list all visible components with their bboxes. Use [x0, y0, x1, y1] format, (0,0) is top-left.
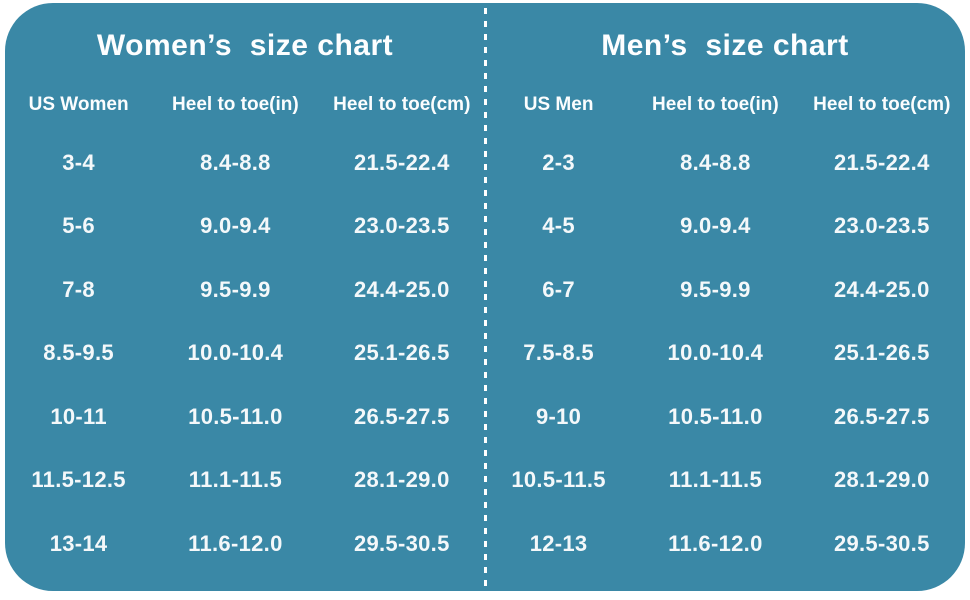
table-cell: 25.1-26.5 — [353, 340, 450, 366]
table-cell: 9.5-9.9 — [680, 276, 751, 302]
table-cell: 10.5-11.0 — [188, 403, 283, 429]
table-cell: 7.5-8.5 — [523, 340, 594, 366]
table-cell: 8.5-9.5 — [43, 340, 114, 366]
table-cell: 10.5-11.5 — [511, 467, 606, 493]
table-cell: 24.4-25.0 — [833, 276, 930, 302]
women-size-table: US Women Heel to toe(in) Heel to toe(cm) 3-… — [5, 79, 485, 576]
table-cell: 11.6-12.0 — [668, 530, 763, 556]
table-cell: 9.5-9.9 — [200, 276, 271, 302]
table-cell: 5-6 — [62, 213, 95, 239]
table-cell: 3-4 — [62, 149, 95, 175]
column-header: US Men — [523, 94, 594, 115]
column-header: Heel to toe(in) — [652, 94, 779, 115]
table-cell: 9.0-9.4 — [680, 213, 751, 239]
table-cell: 9.0-9.4 — [200, 213, 271, 239]
table-cell: 10.5-11.0 — [668, 403, 763, 429]
table-cell: 11.1-11.5 — [668, 467, 763, 493]
table-cell: 10.0-10.4 — [667, 340, 764, 366]
column-header: Heel to toe(cm) — [333, 94, 471, 115]
men-size-table: US Men Heel to toe(in) Heel to toe(cm) 2-3 8… — [485, 79, 965, 576]
table-cell: 25.1-26.5 — [833, 340, 930, 366]
column-header: US Women — [28, 94, 129, 115]
men-chart-title: Men’s size chart — [601, 29, 849, 62]
table-cell: 13-14 — [49, 530, 108, 556]
table-cell: 23.0-23.5 — [833, 213, 930, 239]
column-header: Heel to toe(in) — [172, 94, 299, 115]
table-cell: 11.1-11.5 — [188, 467, 283, 493]
table-cell: 2-3 — [542, 149, 575, 175]
table-cell: 21.5-22.4 — [833, 149, 930, 175]
table-cell: 10.0-10.4 — [187, 340, 284, 366]
table-cell: 4-5 — [542, 213, 575, 239]
table-cell: 7-8 — [62, 276, 95, 302]
table-cell: 26.5-27.5 — [833, 403, 930, 429]
column-header: Heel to toe(cm) — [813, 94, 951, 115]
table-cell: 11.5-12.5 — [31, 467, 126, 493]
table-cell: 29.5-30.5 — [353, 530, 450, 556]
table-cell: 9-10 — [535, 403, 582, 429]
table-cell: 21.5-22.4 — [353, 149, 450, 175]
table-cell: 28.1-29.0 — [353, 467, 450, 493]
table-cell: 6-7 — [542, 276, 575, 302]
table-cell: 26.5-27.5 — [353, 403, 450, 429]
women-chart-title: Women’s size chart — [96, 29, 394, 62]
size-chart-panel: Women’s size chart US Women Heel to toe(i… — [5, 3, 965, 591]
table-cell: 29.5-30.5 — [833, 530, 930, 556]
table-cell: 23.0-23.5 — [353, 213, 450, 239]
women-size-chart-section: Women’s size chart US Women Heel to toe(i… — [5, 3, 485, 591]
table-cell: 8.4-8.8 — [200, 149, 271, 175]
table-cell: 8.4-8.8 — [680, 149, 751, 175]
table-cell: 28.1-29.0 — [833, 467, 930, 493]
men-size-chart-section: Men’s size chart US Men Heel to toe(in) He… — [485, 3, 965, 591]
dotted-divider — [483, 8, 487, 587]
table-cell: 24.4-25.0 — [353, 276, 450, 302]
table-cell: 12-13 — [529, 530, 588, 556]
table-cell: 11.6-12.0 — [188, 530, 283, 556]
table-cell: 10-11 — [50, 403, 107, 429]
